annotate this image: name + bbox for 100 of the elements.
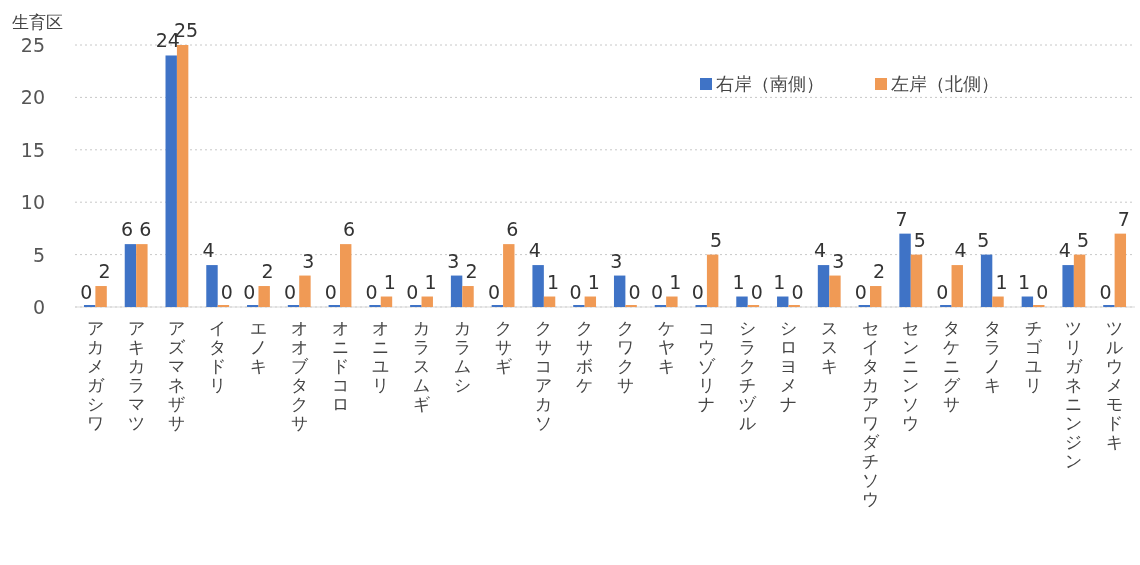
data-label: 0 (365, 281, 378, 303)
bar (450, 275, 463, 307)
data-label: 3 (302, 249, 315, 272)
bar (1073, 254, 1086, 307)
data-label: 2 (98, 260, 111, 283)
bar (340, 244, 352, 307)
bar (706, 254, 719, 307)
bar (777, 296, 789, 307)
legend-label: 左岸（北側） (891, 73, 999, 94)
bar (1062, 265, 1074, 307)
data-label: 7 (895, 207, 908, 230)
x-tick-label: オオブタクサ (289, 318, 309, 433)
bar (666, 296, 678, 307)
data-label: 0 (650, 281, 664, 303)
data-label: 4 (1058, 239, 1071, 262)
data-label: 0 (628, 281, 641, 303)
bar (258, 286, 270, 307)
bar (380, 296, 393, 307)
data-label: 0 (243, 281, 256, 303)
data-label: 4 (528, 239, 541, 262)
data-label: 0 (1099, 281, 1112, 303)
data-label: 0 (80, 281, 93, 303)
y-tick-label: 10 (20, 191, 45, 214)
data-label: 0 (936, 281, 949, 303)
data-label: 0 (284, 281, 297, 303)
data-label: 1 (995, 270, 1008, 293)
data-label: 0 (569, 281, 582, 303)
x-tick-label: オニドコロ (330, 318, 350, 414)
bar (421, 296, 433, 307)
data-label: 2 (261, 260, 274, 283)
x-tick-label: アカメガシワ (85, 318, 106, 433)
bar (817, 265, 830, 307)
y-tick-label: 25 (20, 34, 45, 56)
data-label: 1 (587, 270, 600, 293)
data-label: 1 (546, 270, 560, 293)
data-label: 3 (832, 249, 845, 272)
data-label: 0 (406, 281, 419, 303)
bar (613, 275, 626, 307)
data-label: 5 (710, 228, 723, 251)
data-label: 1 (424, 270, 437, 293)
legend-label: 右岸（南側） (716, 73, 824, 94)
bar (124, 244, 137, 307)
bar (95, 286, 107, 307)
x-tick-label: アズマネザサ (167, 318, 187, 433)
x-tick-label: タケニグサ (942, 318, 962, 414)
x-tick-label: ススキ (819, 318, 839, 376)
y-tick-label: 5 (32, 243, 45, 266)
data-label: 7 (1117, 207, 1130, 230)
data-label: 0 (750, 281, 763, 303)
data-label: 1 (669, 270, 682, 293)
data-label: 1 (773, 270, 786, 293)
x-tick-label: ツリガネニンジン (1064, 318, 1084, 471)
data-label: 0 (691, 281, 704, 303)
bar (951, 265, 963, 307)
x-tick-label: クサボケ (575, 318, 595, 395)
x-tick-label: コウゾリナ (697, 318, 717, 414)
data-label: 1 (732, 270, 745, 293)
data-label: 4 (954, 239, 967, 262)
data-label: 1 (1017, 270, 1030, 293)
data-label: 0 (487, 281, 500, 303)
bar (992, 296, 1004, 307)
x-tick-label: ケヤキ (656, 318, 676, 376)
x-tick-label: センニンソウ (901, 318, 921, 433)
bar (870, 286, 882, 307)
x-tick-label: イタドリ (208, 318, 228, 395)
bar (899, 233, 911, 307)
bar (176, 45, 189, 307)
x-tick-label: アキカラマツ (126, 318, 146, 433)
y-tick-label: 0 (32, 296, 45, 318)
x-tick-label: クサギ (493, 318, 513, 376)
bar (136, 244, 148, 307)
data-label: 0 (1036, 281, 1049, 303)
data-label: 0 (324, 281, 337, 303)
category-label: セイタカアワダチソウ (861, 318, 879, 509)
bar (543, 296, 556, 307)
x-tick-label: カラスムギ (412, 318, 432, 414)
data-label: 5 (913, 228, 926, 251)
data-label: 5 (1076, 228, 1090, 251)
x-tick-label: チゴユリ (1023, 318, 1043, 395)
x-tick-label: シラクチヅル (738, 318, 758, 433)
data-label: 0 (854, 281, 867, 303)
y-tick-label: 15 (20, 138, 45, 161)
data-label: 2 (465, 260, 478, 283)
bar (1021, 296, 1034, 307)
data-label: 3 (447, 249, 460, 272)
bar (299, 275, 311, 307)
bar (736, 296, 748, 307)
x-tick-label: クサコアカソ (534, 318, 554, 433)
data-label: 6 (139, 218, 152, 241)
bar (503, 244, 515, 307)
data-label: 2 (873, 260, 886, 283)
data-label: 4 (814, 239, 827, 262)
x-tick-label: ツルウメモドキ (1105, 318, 1125, 452)
data-label: 6 (343, 218, 356, 241)
x-tick-label: シロヨメナ (778, 318, 798, 414)
data-label: 6 (506, 218, 519, 241)
data-label: 0 (791, 281, 804, 303)
x-tick-label: エノキ (248, 318, 268, 376)
bar (910, 254, 923, 307)
x-tick-label: カラムシ (452, 318, 472, 395)
